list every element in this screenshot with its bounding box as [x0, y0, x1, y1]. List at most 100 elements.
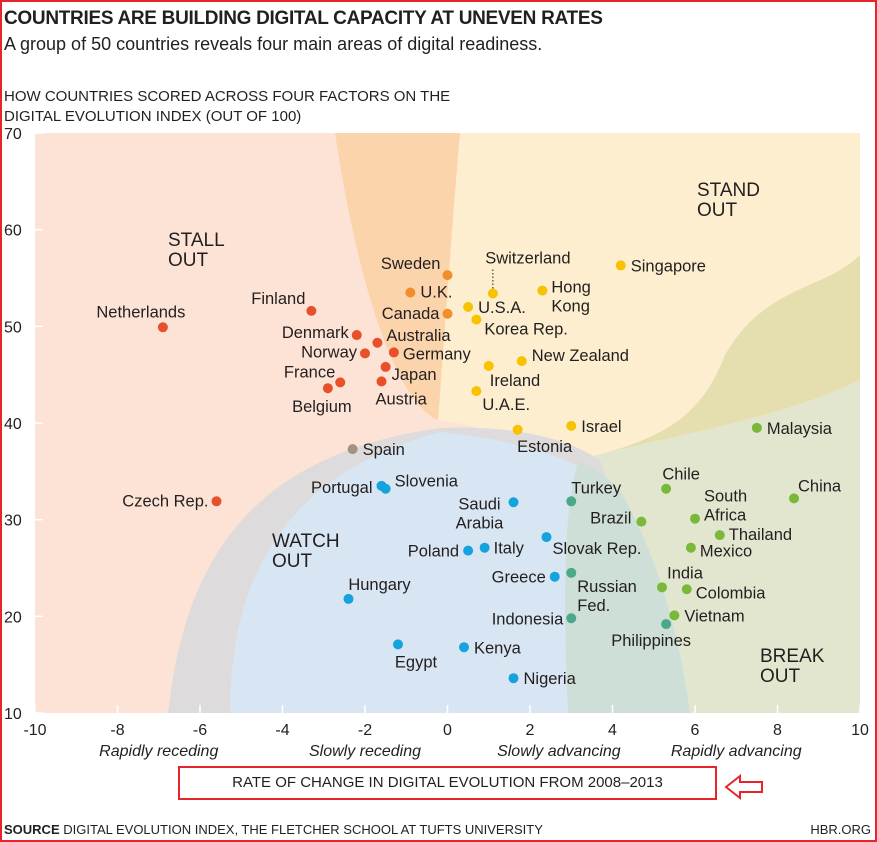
- point-switzerland: Switzerland: [485, 249, 571, 299]
- point-indonesia: Indonesia: [492, 610, 577, 628]
- data-point: [335, 377, 346, 388]
- data-point: [549, 571, 560, 582]
- data-point: [566, 613, 577, 624]
- point-label: U.A.E.: [482, 396, 530, 414]
- region-label-watch-out: WATCH: [272, 531, 340, 552]
- point-denmark: Denmark: [282, 324, 362, 342]
- point-u-a-e: U.A.E.: [471, 386, 530, 414]
- x-axis-title: RATE OF CHANGE IN DIGITAL EVOLUTION FROM…: [178, 766, 717, 800]
- x-tick-label: 4: [608, 722, 617, 739]
- data-point: [508, 497, 519, 508]
- y-tick-label: 20: [4, 609, 22, 626]
- data-point: [566, 496, 577, 507]
- data-point: [681, 584, 692, 595]
- data-point: [537, 285, 548, 296]
- point-spain: Spain: [347, 441, 405, 459]
- data-point: [347, 444, 358, 455]
- point-canada: Canada: [382, 305, 453, 323]
- data-point: [211, 496, 222, 507]
- data-point: [343, 593, 354, 604]
- point-sweden: Sweden: [381, 255, 453, 281]
- x-tick-label: 8: [773, 722, 782, 739]
- x-tick-label: -4: [275, 722, 289, 739]
- data-point: [322, 383, 333, 394]
- point-hungary: Hungary: [343, 576, 411, 604]
- source-text: DIGITAL EVOLUTION INDEX, THE FLETCHER SC…: [63, 822, 543, 837]
- point-label: Saudi Arabia: [456, 495, 505, 532]
- point-hong-kong: Hong Kong: [537, 279, 591, 316]
- point-label: Singapore: [631, 257, 706, 275]
- x-tick-label: 10: [851, 722, 869, 739]
- point-label: Egypt: [395, 653, 438, 671]
- data-point: [405, 287, 416, 298]
- point-label: Belgium: [292, 398, 352, 416]
- region-stand-break-overlap: [578, 255, 860, 460]
- data-point: [442, 270, 453, 281]
- x-tick-label: 6: [691, 722, 700, 739]
- data-point: [636, 516, 647, 527]
- region-label-watch-out-2: OUT: [272, 551, 313, 572]
- point-label: New Zealand: [532, 347, 629, 365]
- data-point: [789, 493, 799, 504]
- x-tick-label: 2: [526, 722, 535, 739]
- point-greece: Greece: [492, 569, 560, 587]
- point-label: Turkey: [571, 479, 622, 497]
- point-brazil: Brazil: [590, 510, 647, 528]
- data-point: [690, 513, 700, 524]
- point-label: Denmark: [282, 324, 350, 342]
- point-label: Indonesia: [492, 610, 564, 628]
- point-india: India: [657, 564, 704, 593]
- data-point: [516, 356, 527, 367]
- point-colombia: Colombia: [681, 584, 766, 602]
- point-finland: Finland: [251, 290, 317, 316]
- point-label: Norway: [301, 343, 358, 361]
- x-tick-label: -2: [358, 722, 372, 739]
- point-philippines: Philippines: [611, 619, 691, 650]
- point-japan: Japan: [380, 361, 437, 384]
- point-u-k: U.K.: [405, 284, 452, 302]
- point-label: Slovak Rep.: [553, 540, 642, 558]
- point-saudi-arabia: Saudi Arabia: [456, 495, 519, 532]
- y-tick-label: 50: [4, 319, 22, 336]
- point-u-s-a: U.S.A.: [463, 299, 526, 317]
- point-slovak-rep: Slovak Rep.: [541, 532, 642, 558]
- data-point: [471, 314, 482, 325]
- region-label-stall-out-2: OUT: [168, 250, 209, 271]
- data-point: [442, 308, 453, 319]
- y-tick-label: 30: [4, 513, 22, 530]
- point-label: Finland: [251, 290, 305, 308]
- page-title: COUNTRIES ARE BUILDING DIGITAL CAPACITY …: [4, 8, 603, 29]
- point-label: Vietnam: [684, 607, 744, 625]
- point-france: France: [284, 363, 346, 388]
- point-label: Czech Rep.: [122, 492, 208, 510]
- region-label-break-out-2: OUT: [760, 666, 801, 687]
- data-point: [487, 288, 498, 299]
- data-point: [661, 483, 672, 494]
- x-category-label: Slowly receding: [309, 743, 421, 760]
- region-label-stall-out: STALL: [168, 230, 225, 251]
- point-label: Austria: [376, 390, 428, 408]
- point-kenya: Kenya: [459, 639, 522, 657]
- point-label: Sweden: [381, 255, 441, 273]
- point-label: China: [798, 477, 842, 495]
- point-thailand: Thailand: [714, 526, 792, 544]
- point-label: Russian Fed.: [577, 578, 637, 615]
- y-tick-label: 10: [4, 706, 22, 723]
- source-note: SOURCE DIGITAL EVOLUTION INDEX, THE FLET…: [4, 822, 543, 837]
- y-tick-label: 70: [4, 126, 22, 143]
- point-label: Ireland: [490, 372, 540, 390]
- point-label: Australia: [386, 327, 451, 345]
- point-austria: Austria: [376, 376, 428, 408]
- point-label: Korea Rep.: [484, 321, 567, 339]
- data-point: [751, 422, 762, 433]
- data-point: [508, 673, 519, 684]
- point-korea-rep: Korea Rep.: [471, 314, 568, 339]
- point-czech-rep: Czech Rep.: [122, 492, 222, 510]
- y-tick-label: 40: [4, 416, 22, 433]
- data-point: [714, 530, 725, 541]
- point-russian-fed: Russian Fed.: [566, 567, 637, 615]
- data-point: [541, 532, 552, 543]
- region-watch-break-overlap: [565, 462, 690, 713]
